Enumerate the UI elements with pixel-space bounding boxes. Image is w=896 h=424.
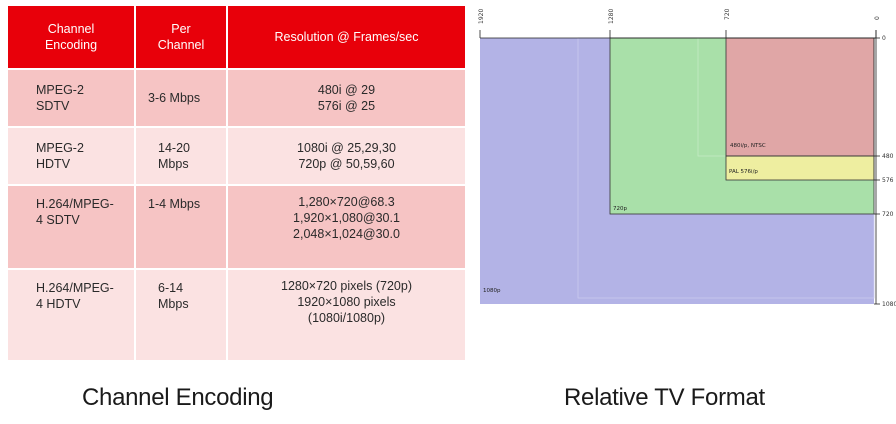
top-tick-label-720: 720 [724,8,731,20]
right-tick-label-720: 720 [882,211,894,218]
right-tick-label-576: 576 [882,177,894,184]
header-channel-encoding: Channel Encoding [8,6,136,70]
right-tick-label-0: 0 [882,35,886,42]
per-channel-cell: 3-6 Mbps [136,70,228,128]
encoding-cell: H.264/MPEG- 4 SDTV [8,186,136,270]
table-row: H.264/MPEG- 4 SDTV 1-4 Mbps 1,280×720@68… [8,186,467,270]
table-row: MPEG-2 SDTV 3-6 Mbps 480i @ 29 576i @ 25 [8,70,467,128]
top-tick-label-0: 0 [874,16,881,20]
top-tick-label-1920: 1920 [478,9,485,24]
encoding-cell: MPEG-2 SDTV [8,70,136,128]
header-per-channel: Per Channel [136,6,228,70]
label-ntsc-480: 480i/p, NTSC [730,143,766,149]
per-channel-cell: 14-20 Mbps [136,128,228,186]
label-pal-576: PAL 576i/p [729,169,758,175]
relative-tv-format-diagram: 1920 1280 720 0 0 480 576 720 1080 1080p… [472,0,896,330]
header-resolution: Resolution @ Frames/sec [228,6,467,70]
encoding-cell: H.264/MPEG- 4 HDTV [8,270,136,362]
region-pal-576 [726,156,874,180]
per-channel-cell: 6-14 Mbps [136,270,228,362]
right-tick-label-480: 480 [882,153,894,160]
per-channel-cell: 1-4 Mbps [136,186,228,270]
table-row: H.264/MPEG- 4 HDTV 6-14 Mbps 1280×720 pi… [8,270,467,362]
right-tick-label-1080: 1080 [882,301,896,308]
resolution-cell: 1080i @ 25,29,30 720p @ 50,59,60 [228,128,467,186]
label-720p: 720p [613,206,627,212]
region-ntsc-480 [726,38,874,156]
resolution-cell: 1280×720 pixels (720p) 1920×1080 pixels … [228,270,467,362]
channel-encoding-caption: Channel Encoding [82,384,274,411]
tv-format-svg: 1920 1280 720 0 0 480 576 720 1080 1080p… [478,8,896,308]
encoding-cell: MPEG-2 HDTV [8,128,136,186]
label-1080p: 1080p [483,288,501,294]
resolution-cell: 1,280×720@68.3 1,920×1,080@30.1 2,048×1,… [228,186,467,270]
top-tick-label-1280: 1280 [608,9,615,24]
table-row: MPEG-2 HDTV 14-20 Mbps 1080i @ 25,29,30 … [8,128,467,186]
table-header-row: Channel Encoding Per Channel Resolution … [8,6,467,70]
relative-tv-format-caption: Relative TV Format [564,384,765,411]
resolution-cell: 480i @ 29 576i @ 25 [228,70,467,128]
channel-encoding-table: Channel Encoding Per Channel Resolution … [8,6,467,362]
